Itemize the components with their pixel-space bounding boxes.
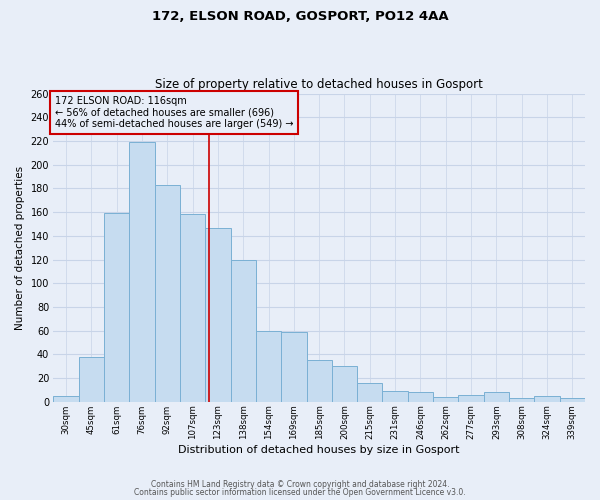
Bar [560,398,585,402]
Bar [256,330,281,402]
Bar [281,332,307,402]
Bar [535,396,560,402]
Bar [205,228,230,402]
Text: Contains HM Land Registry data © Crown copyright and database right 2024.: Contains HM Land Registry data © Crown c… [151,480,449,489]
Bar [332,366,357,402]
Bar [53,396,79,402]
Bar [155,185,180,402]
Bar [230,260,256,402]
Bar [433,397,458,402]
Bar [104,214,129,402]
Bar [180,214,205,402]
Bar [484,392,509,402]
Text: 172, ELSON ROAD, GOSPORT, PO12 4AA: 172, ELSON ROAD, GOSPORT, PO12 4AA [152,10,448,23]
Bar [357,383,382,402]
Bar [382,391,408,402]
Bar [458,394,484,402]
Text: Contains public sector information licensed under the Open Government Licence v3: Contains public sector information licen… [134,488,466,497]
Y-axis label: Number of detached properties: Number of detached properties [15,166,25,330]
Bar [509,398,535,402]
Bar [79,356,104,402]
Text: 172 ELSON ROAD: 116sqm
← 56% of detached houses are smaller (696)
44% of semi-de: 172 ELSON ROAD: 116sqm ← 56% of detached… [55,96,293,129]
X-axis label: Distribution of detached houses by size in Gosport: Distribution of detached houses by size … [178,445,460,455]
Bar [307,360,332,402]
Bar [408,392,433,402]
Title: Size of property relative to detached houses in Gosport: Size of property relative to detached ho… [155,78,483,91]
Bar [129,142,155,402]
